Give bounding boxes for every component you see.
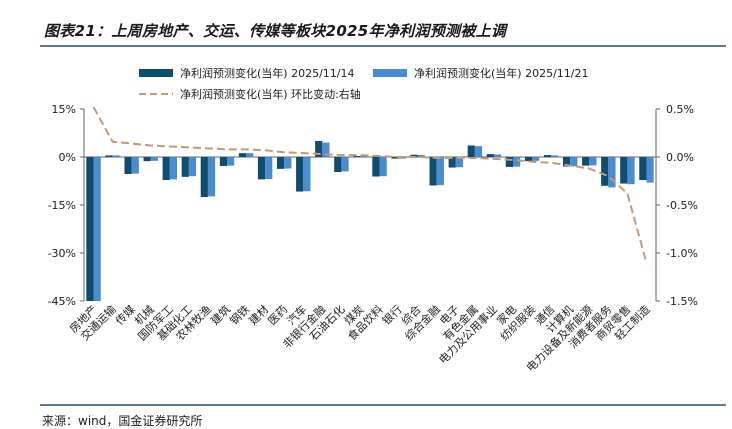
bar-series1 [563, 157, 571, 167]
bar-series1 [353, 156, 361, 157]
bar-series1 [601, 157, 609, 186]
bar-series1 [505, 157, 513, 167]
bar-series2 [455, 157, 463, 168]
bar-series1 [486, 154, 494, 157]
bar-series2 [551, 155, 559, 157]
right-axis-tick-label: -0.5% [666, 199, 698, 212]
legend-swatch-series2 [373, 69, 407, 77]
bar-series1 [639, 157, 647, 181]
title-rule [40, 45, 726, 47]
bar-series2 [246, 153, 254, 157]
x-axis-labels: 房地产交通运输传媒机械国防军工基础化工农林牧渔建筑钢铁建材医药汽车非银行金融石油… [66, 302, 652, 374]
bar-series2 [532, 157, 540, 161]
bar-series2 [417, 155, 425, 157]
chart: 净利润预测变化(当年) 2025/11/14 净利润预测变化(当年) 2025/… [48, 66, 698, 374]
bar-series2 [436, 157, 444, 186]
left-axis-tick-label: -30% [48, 247, 76, 260]
right-axis-tick-label: -1.0% [666, 247, 698, 260]
bar-series2 [360, 156, 368, 157]
bar-series1 [181, 157, 189, 177]
legend: 净利润预测变化(当年) 2025/11/14 净利润预测变化(当年) 2025/… [139, 66, 588, 101]
bar-series1 [620, 157, 628, 184]
bar-series1 [257, 157, 266, 180]
line-layer [92, 106, 648, 263]
bar-series2 [493, 154, 502, 157]
bar-series2 [379, 157, 387, 177]
bar-series1 [524, 157, 533, 162]
chart-title: 图表21：上周房地产、交运、传媒等板块2025年净利润预测被上调 [44, 22, 507, 40]
bar-series2 [646, 157, 654, 183]
bar-series1 [238, 153, 247, 157]
bottom-rule [40, 404, 726, 406]
x-axis-label: 建筑 [208, 302, 233, 327]
axes: 15% 0% -15% -30% -45% 0.5% 0.0% -0.5% -1.0% -1.5% [48, 103, 698, 308]
legend-label-series2: 净利润预测变化(当年) 2025/11/21 [414, 66, 588, 80]
bar-series2 [227, 157, 235, 166]
bar-series1 [315, 141, 323, 157]
bar-series1 [162, 157, 170, 181]
bar-series1 [334, 157, 342, 173]
bar-series1 [410, 154, 418, 157]
bar-series2 [150, 157, 158, 161]
bar-series2 [284, 157, 292, 169]
bar-series1 [372, 157, 380, 177]
left-axis-tick-label: 0% [59, 151, 76, 164]
bar-series2 [93, 157, 101, 301]
bar-series1 [543, 155, 552, 157]
bar-series2 [341, 157, 349, 172]
bar-series2 [303, 157, 311, 192]
bar-series1 [200, 157, 208, 197]
right-axis-tick-label: 0.0% [666, 151, 694, 164]
source-note: 来源：wind，国金证券研究所 [42, 414, 203, 428]
bar-series2 [131, 157, 139, 174]
bar-series1 [429, 157, 437, 186]
line-series-change [92, 106, 648, 263]
bar-series2 [474, 146, 483, 157]
bar-series2 [188, 157, 197, 177]
bar-series1 [296, 157, 304, 192]
right-axis-tick-label: 0.5% [666, 103, 694, 116]
bar-series1 [582, 157, 590, 166]
bar-series1 [448, 157, 456, 168]
left-axis-tick-label: -15% [48, 199, 76, 212]
x-axis-label: 银行 [379, 302, 404, 327]
bar-series2 [265, 157, 273, 180]
left-axis-tick-label: -45% [48, 295, 76, 308]
bar-series1 [277, 157, 285, 169]
bar-series1 [124, 157, 132, 174]
bar-series2 [589, 157, 597, 166]
bar-series1 [86, 157, 94, 301]
bar-series1 [143, 157, 151, 162]
bar-series2 [627, 157, 635, 185]
bar-series2 [570, 157, 578, 167]
right-axis-tick-label: -1.5% [666, 295, 698, 308]
bar-series1 [467, 145, 475, 157]
bar-series1 [391, 157, 399, 159]
left-axis-tick-label: 15% [52, 103, 76, 116]
x-axis-label: 建材 [246, 302, 271, 327]
bar-series2 [513, 157, 521, 167]
bars [86, 141, 654, 301]
legend-label-line: 净利润预测变化(当年) 环比变动:右轴 [180, 87, 361, 101]
bar-series2 [608, 157, 616, 188]
bar-series1 [105, 155, 113, 157]
legend-label-series1: 净利润预测变化(当年) 2025/11/14 [180, 66, 354, 80]
bar-series1 [219, 157, 227, 166]
bar-series2 [322, 142, 330, 157]
legend-swatch-series1 [139, 69, 173, 77]
bar-series2 [112, 155, 120, 157]
bar-series2 [169, 157, 177, 180]
bar-series2 [207, 157, 216, 197]
